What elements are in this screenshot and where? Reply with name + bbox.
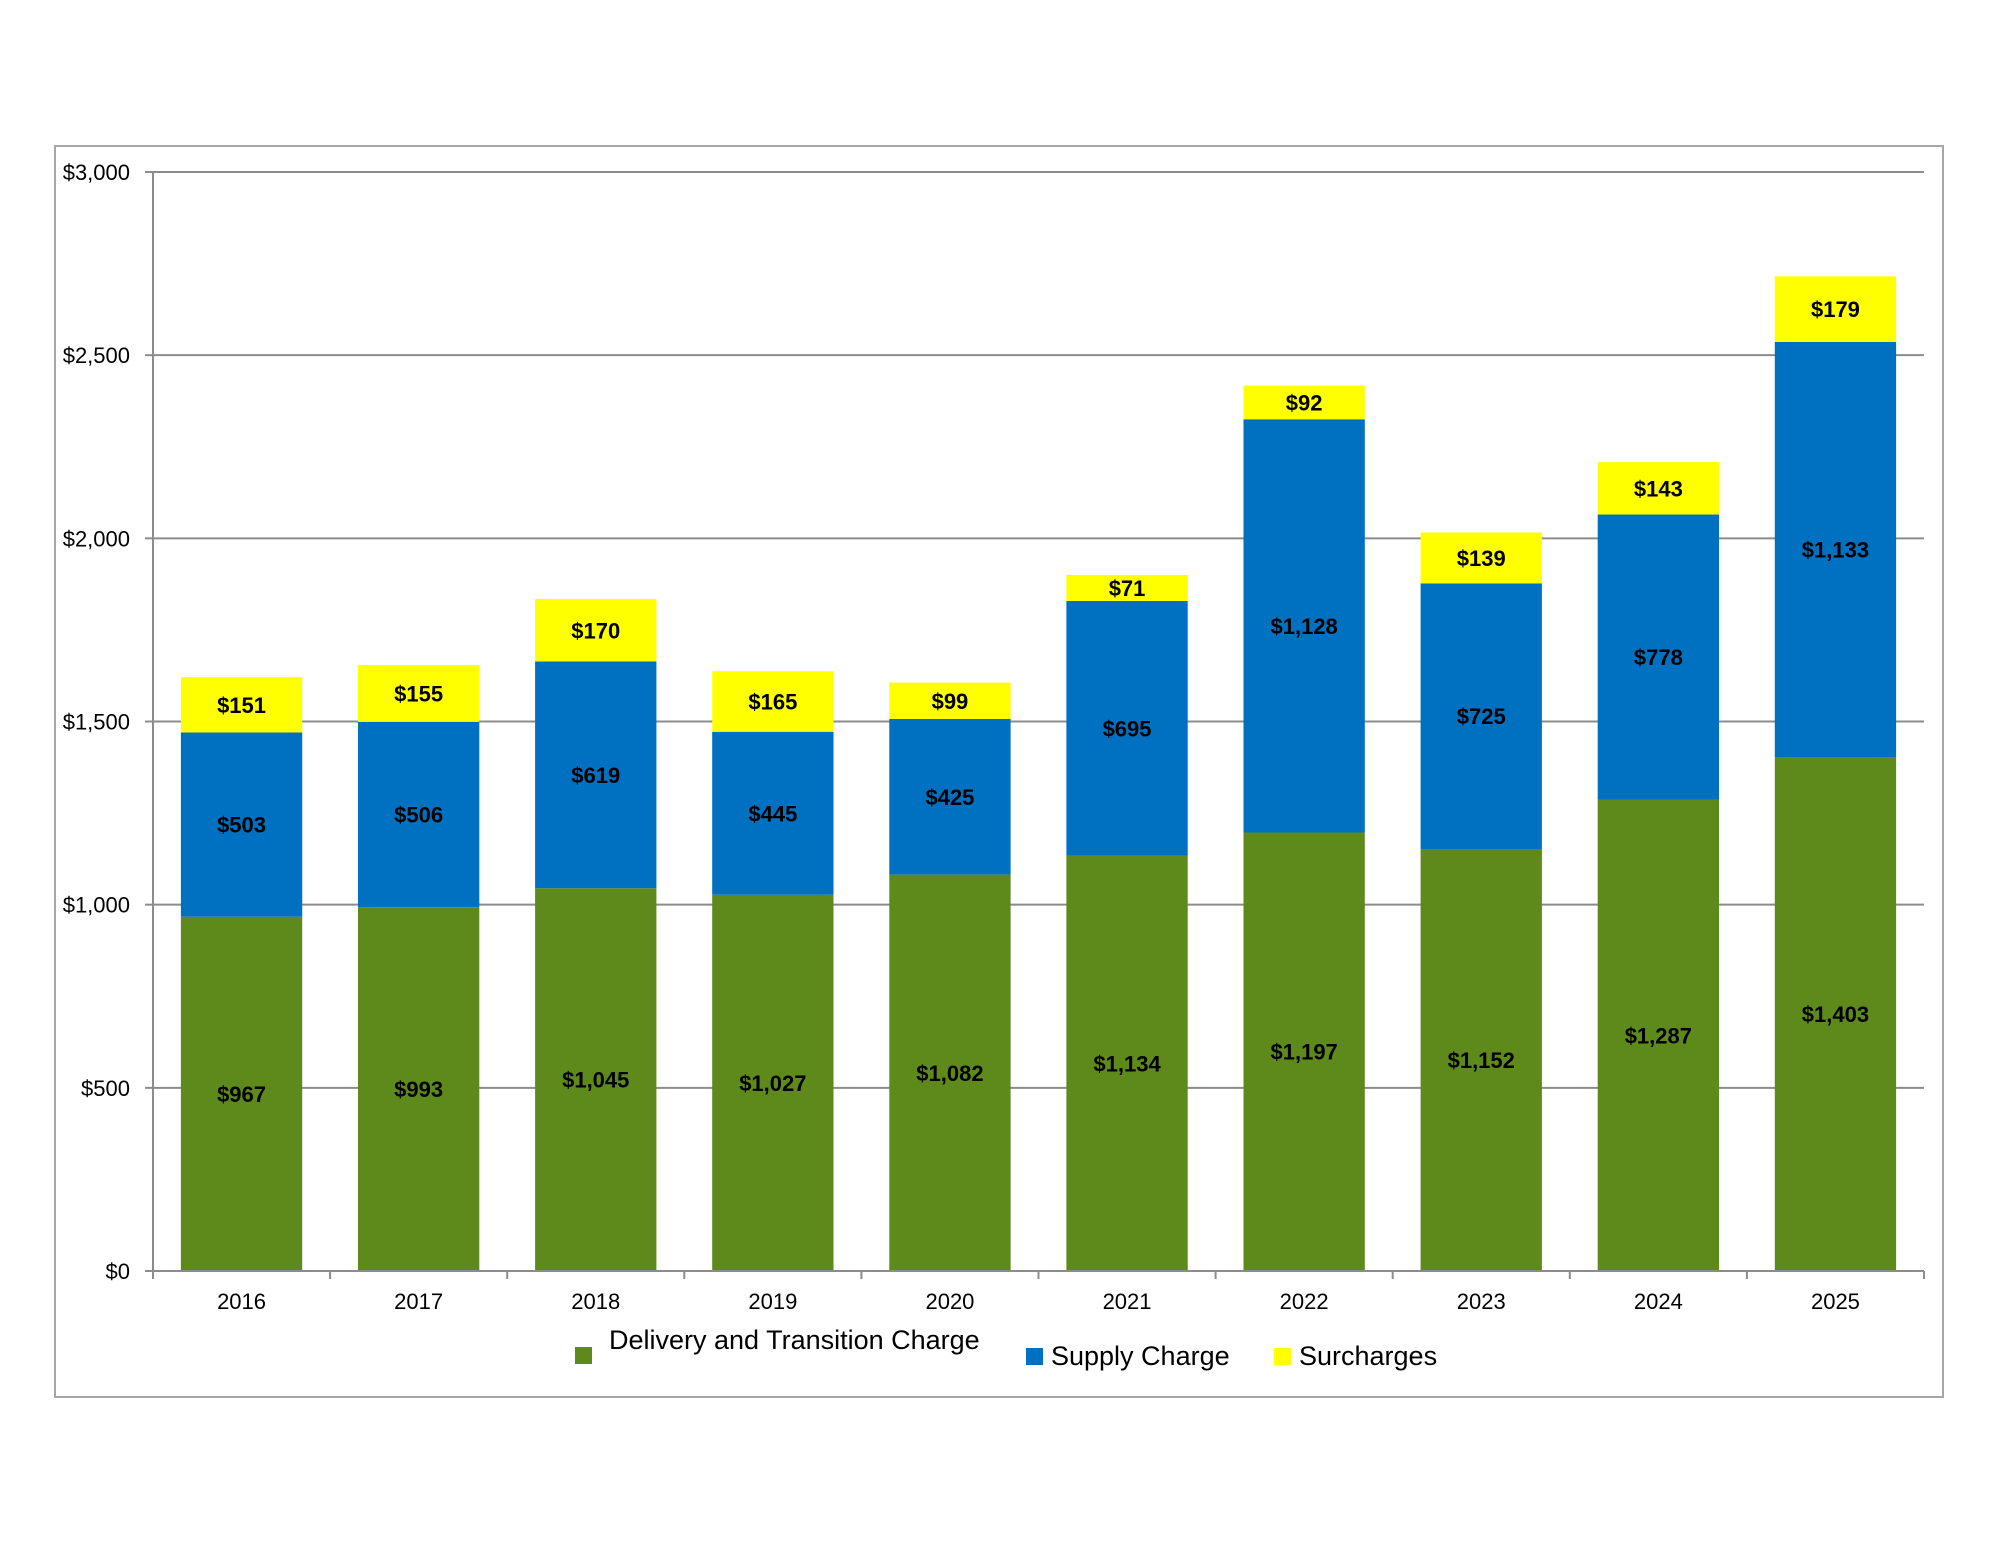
bars [180,276,1897,1271]
y-tick-label: $3,000 [63,160,130,185]
x-tick-label: 2025 [1811,1289,1860,1314]
bar-segment-delivery [1420,848,1542,1271]
data-label-surcharges: $165 [748,690,797,715]
bar-segment-delivery [180,916,303,1271]
legend-item-surcharges[interactable]: Surcharges [1274,1341,1437,1371]
data-label-delivery: $1,082 [916,1061,983,1086]
bar-segment-surcharges [357,665,480,722]
data-label-delivery: $967 [217,1082,266,1107]
bar-segment-delivery [1243,832,1365,1271]
legend-label-surcharges: Surcharges [1299,1341,1437,1371]
bar-segment-delivery [1597,799,1720,1271]
bar-segment-surcharges [712,671,834,732]
data-label-supply: $1,128 [1271,614,1338,639]
bar-segment-surcharges [889,682,1011,719]
legend-item-delivery[interactable]: Delivery and Transition Charge [575,1325,980,1364]
y-tick-label: $2,000 [63,526,130,551]
data-label-supply: $506 [394,803,443,828]
data-label-supply: $503 [217,813,266,838]
data-label-delivery: $993 [394,1077,443,1102]
bar-segment-delivery [889,874,1011,1271]
bar-segment-supply [180,732,303,917]
y-tick-label: $1,000 [63,893,130,918]
bar-segment-surcharges [535,599,657,662]
data-label-delivery: $1,287 [1625,1023,1692,1048]
y-tick-label: $1,500 [63,710,130,735]
data-label-surcharges: $155 [394,681,443,706]
data-label-surcharges: $92 [1286,390,1323,415]
legend-item-supply[interactable]: Supply Charge [1026,1341,1230,1371]
bar-segment-surcharges [1420,532,1542,584]
bar-segment-supply [1420,583,1542,849]
data-label-surcharges: $143 [1634,476,1683,501]
data-label-supply: $1,133 [1802,538,1869,563]
x-tick-label: 2024 [1634,1289,1683,1314]
data-label-surcharges: $139 [1457,546,1506,571]
bar-segment-surcharges [1243,385,1365,420]
data-label-supply: $425 [925,785,974,810]
data-label-delivery: $1,197 [1271,1040,1338,1065]
x-tick-label: 2023 [1457,1289,1506,1314]
y-tick-label: $0 [106,1259,130,1284]
data-label-surcharges: $179 [1811,297,1860,322]
x-tick-label: 2021 [1103,1289,1152,1314]
data-label-surcharges: $170 [571,618,620,643]
bar-segment-supply [1243,419,1365,833]
bar-segment-supply [712,731,834,895]
data-label-surcharges: $151 [217,693,266,718]
bar-segment-delivery [1066,855,1188,1271]
bar-segment-delivery [712,894,834,1271]
bar-segment-delivery [1774,757,1897,1271]
x-tick-label: 2022 [1280,1289,1329,1314]
data-label-delivery: $1,152 [1448,1048,1515,1073]
data-labels: $967 $503 $151 $993 $506 $155 $1,045 $619 $170 $1… [217,297,1869,1107]
bar-segment-supply [1066,600,1188,856]
bar-segment-supply [889,718,1011,875]
legend: Delivery and Transition Charge Supply Ch… [575,1325,1437,1371]
data-label-surcharges: $71 [1109,576,1146,601]
data-label-delivery: $1,027 [739,1071,806,1096]
bar-segment-supply [535,661,657,889]
y-axis-ticks: $0 $500 $1,000 $1,500 $2,000 $2,500 $3,000 [63,160,153,1284]
y-tick-label: $2,500 [63,343,130,368]
bar-segment-surcharges [1066,574,1188,601]
axes [145,172,1924,1272]
x-tick-label: 2018 [571,1289,620,1314]
bar-segment-supply [357,721,480,908]
x-axis-ticks: 2016 2017 2018 2019 2020 2021 2022 2023 2024 2025 [152,1271,1925,1314]
data-label-delivery: $1,045 [562,1068,629,1093]
legend-swatch-surcharges [1274,1348,1291,1365]
x-tick-label: 2016 [217,1289,266,1314]
x-tick-label: 2019 [748,1289,797,1314]
data-label-supply: $445 [748,801,797,826]
bar-segment-surcharges [1774,276,1897,342]
bar-segment-supply [1597,514,1720,800]
bar-segment-delivery [357,907,480,1271]
legend-label-delivery: Delivery and Transition Charge [609,1325,980,1355]
y-tick-label: $500 [81,1076,130,1101]
bar-segment-supply [1774,341,1897,758]
bar-segment-surcharges [1597,462,1720,515]
data-label-delivery: $1,403 [1802,1002,1869,1027]
data-label-supply: $725 [1457,704,1506,729]
bar-segment-surcharges [180,677,303,733]
data-label-delivery: $1,134 [1093,1051,1161,1076]
bar-segment-delivery [535,888,657,1271]
legend-swatch-delivery [575,1347,592,1364]
legend-label-supply: Supply Charge [1051,1341,1230,1371]
x-tick-label: 2020 [925,1289,974,1314]
data-label-surcharges: $99 [932,689,969,714]
data-label-supply: $695 [1103,716,1152,741]
x-tick-label: 2017 [394,1289,443,1314]
data-label-supply: $778 [1634,645,1683,670]
legend-swatch-supply [1026,1348,1043,1365]
data-label-supply: $619 [571,763,620,788]
